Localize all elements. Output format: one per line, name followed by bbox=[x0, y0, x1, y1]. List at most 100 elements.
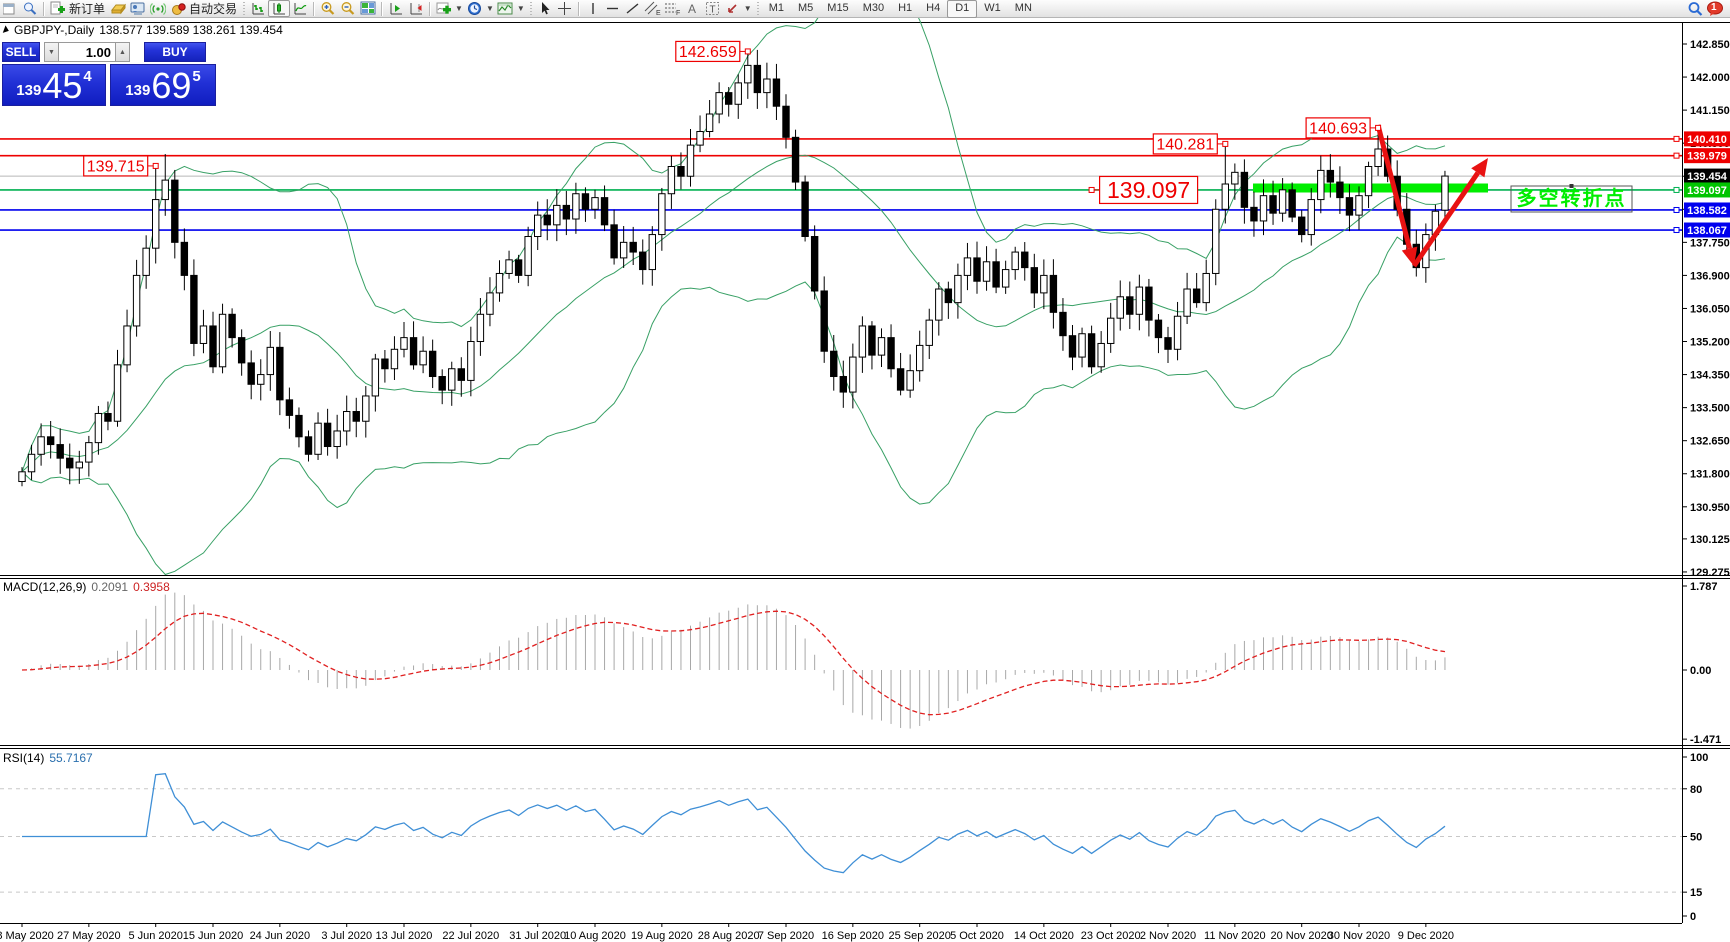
callout-box[interactable] bbox=[675, 40, 741, 63]
sell-price-display[interactable]: 139 45 4 bbox=[2, 64, 106, 106]
auto-scroll-icon[interactable] bbox=[386, 1, 406, 17]
volume-input[interactable] bbox=[59, 42, 115, 62]
periods-dropdown-caret[interactable]: ▼ bbox=[485, 4, 494, 13]
svg-text:0.00: 0.00 bbox=[1690, 665, 1711, 677]
bollinger-middle-band bbox=[21, 154, 1446, 473]
candle bbox=[228, 313, 236, 339]
timeframe-button-M5[interactable]: M5 bbox=[798, 1, 814, 14]
candle bbox=[104, 412, 112, 422]
buy-price-prefix: 139 bbox=[125, 82, 151, 99]
trendline-tool-icon[interactable] bbox=[623, 1, 643, 17]
text-label-tool-icon[interactable]: T bbox=[703, 1, 723, 17]
candle bbox=[868, 325, 876, 356]
crosshair-icon[interactable] bbox=[555, 1, 575, 17]
gold-bar-icon[interactable] bbox=[108, 1, 128, 17]
macd-signal-value: 0.3958 bbox=[133, 580, 170, 594]
callout-box[interactable] bbox=[83, 155, 149, 177]
candle bbox=[314, 422, 322, 455]
svg-text:28 Aug 2020: 28 Aug 2020 bbox=[698, 930, 760, 942]
timeframe-button-M1[interactable]: M1 bbox=[768, 1, 784, 14]
timeframe-button-W1[interactable]: W1 bbox=[984, 1, 1001, 14]
tile-windows-icon[interactable] bbox=[358, 1, 378, 17]
vertical-line-tool-icon[interactable] bbox=[583, 1, 603, 17]
timeframe-button-M15[interactable]: M15 bbox=[827, 1, 849, 14]
svg-text:0: 0 bbox=[1690, 911, 1696, 923]
line-chart-type-icon[interactable] bbox=[290, 1, 310, 17]
equidistant-channel-tool-icon[interactable]: E bbox=[643, 1, 663, 17]
candle bbox=[400, 337, 408, 350]
timeframe-button-H1[interactable]: H1 bbox=[898, 1, 913, 14]
signal-icon[interactable] bbox=[148, 1, 168, 17]
buy-button[interactable]: BUY bbox=[144, 42, 206, 62]
fibonacci-tool-icon[interactable]: F bbox=[663, 1, 683, 17]
svg-text:138.582: 138.582 bbox=[1687, 205, 1727, 217]
arrows-dropdown-caret[interactable]: ▼ bbox=[743, 4, 752, 13]
search-icon[interactable] bbox=[1685, 1, 1705, 17]
svg-text:135.200: 135.200 bbox=[1690, 337, 1730, 349]
candle bbox=[896, 368, 905, 391]
chart-window-icon[interactable] bbox=[0, 1, 20, 17]
callout-box[interactable] bbox=[1152, 133, 1218, 155]
candle bbox=[1288, 189, 1296, 218]
candle bbox=[925, 319, 933, 346]
chart-shift-icon[interactable] bbox=[406, 1, 426, 17]
candle bbox=[438, 376, 446, 391]
periods-icon[interactable] bbox=[465, 1, 485, 17]
candle bbox=[190, 274, 198, 344]
candlestick-chart-type-icon[interactable] bbox=[268, 0, 291, 17]
zoom-out-icon[interactable] bbox=[338, 1, 358, 17]
candle bbox=[849, 356, 857, 393]
text-annotation[interactable]: 多空转折点 bbox=[1510, 184, 1633, 213]
candle bbox=[304, 436, 313, 455]
new-order-button[interactable] bbox=[48, 1, 68, 17]
svg-text:20 Nov 2020: 20 Nov 2020 bbox=[1271, 930, 1333, 942]
volume-increase-button[interactable]: ▲ bbox=[115, 42, 130, 62]
candle bbox=[1059, 311, 1067, 337]
print-preview-icon[interactable] bbox=[20, 1, 40, 17]
timeframe-button-D1[interactable]: D1 bbox=[947, 0, 978, 18]
zoom-in-icon[interactable] bbox=[318, 1, 338, 17]
price-callout-labels[interactable]: 139.715 142.659 140.281 140.693 139.097 bbox=[83, 40, 1382, 205]
sell-button[interactable]: SELL bbox=[2, 42, 40, 62]
svg-text:1.787: 1.787 bbox=[1690, 581, 1718, 593]
indicators-dropdown-caret[interactable]: ▼ bbox=[455, 4, 463, 13]
chart-title: GBPJPY-,Daily 138.577 139.589 138.261 13… bbox=[2, 23, 283, 37]
buy-price-display[interactable]: 139 69 5 bbox=[110, 64, 216, 106]
timeframe-button-H4[interactable]: H4 bbox=[926, 1, 941, 14]
notification-count: 1 bbox=[1711, 1, 1717, 13]
new-order-label[interactable]: 新订单 bbox=[69, 2, 106, 16]
indicators-icon[interactable] bbox=[434, 1, 454, 17]
candle bbox=[963, 257, 972, 276]
candle bbox=[1049, 274, 1058, 313]
rsi-name: RSI(14) bbox=[3, 751, 45, 765]
templates-dropdown-caret[interactable]: ▼ bbox=[516, 4, 525, 13]
autotrade-label[interactable]: 自动交易 bbox=[189, 2, 238, 16]
arrows-tool-icon[interactable] bbox=[723, 1, 743, 17]
candle bbox=[142, 247, 150, 276]
svg-text:F: F bbox=[676, 10, 680, 16]
candle bbox=[123, 325, 131, 366]
text-tool-icon[interactable]: A bbox=[683, 1, 703, 17]
horizontal-line-tool-icon[interactable] bbox=[603, 1, 623, 17]
trend-arrows[interactable] bbox=[1375, 124, 1488, 268]
callout-box[interactable] bbox=[1098, 175, 1199, 205]
candle bbox=[562, 204, 571, 220]
timeframe-button-M30[interactable]: M30 bbox=[862, 1, 885, 14]
notification-bubble-icon[interactable]: 1 bbox=[1705, 1, 1726, 17]
autotrade-button[interactable] bbox=[168, 1, 188, 17]
volume-decrease-button[interactable]: ▼ bbox=[44, 42, 59, 62]
callout-box[interactable] bbox=[1305, 117, 1371, 139]
candle bbox=[27, 453, 36, 473]
terminal-icon[interactable] bbox=[128, 1, 148, 17]
svg-text:11 Nov 2020: 11 Nov 2020 bbox=[1204, 930, 1266, 942]
templates-icon[interactable] bbox=[496, 1, 516, 17]
svg-text:25 Sep 2020: 25 Sep 2020 bbox=[889, 930, 951, 942]
timeframe-button-MN[interactable]: MN bbox=[1014, 1, 1032, 14]
svg-text:136.900: 136.900 bbox=[1690, 270, 1730, 282]
candle bbox=[1221, 183, 1229, 210]
cursor-icon[interactable] bbox=[535, 1, 555, 17]
bar-chart-type-icon[interactable] bbox=[248, 1, 268, 17]
candle bbox=[744, 64, 752, 84]
